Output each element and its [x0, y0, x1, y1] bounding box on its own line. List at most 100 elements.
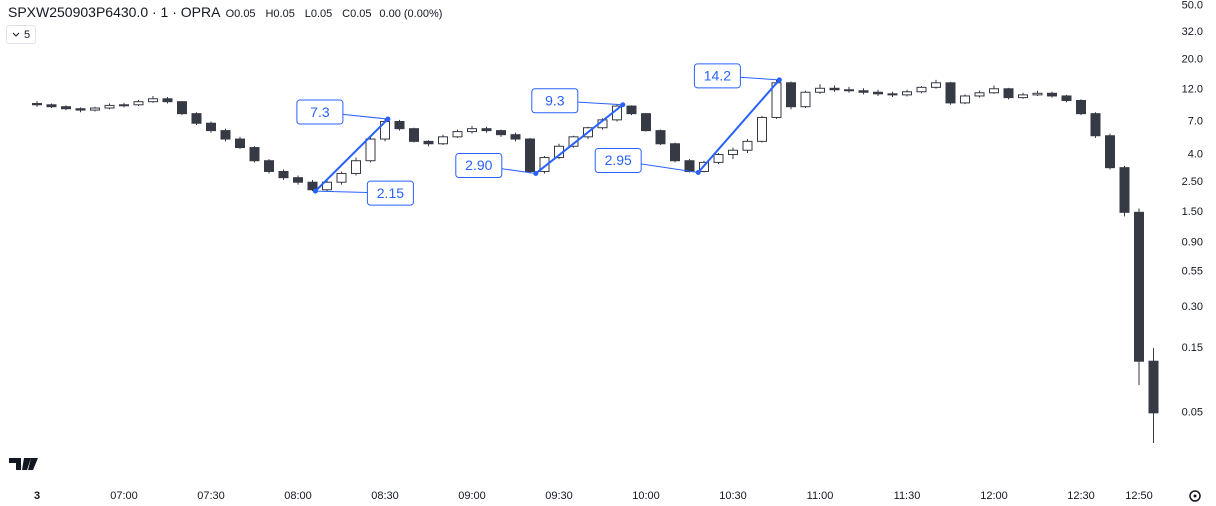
y-tick-label: 0.90: [1182, 236, 1203, 248]
candle-body: [177, 101, 187, 115]
callout-box: [531, 88, 579, 114]
candle-body: [525, 138, 535, 172]
candle-body: [133, 101, 144, 106]
candle-body: [1061, 95, 1072, 101]
candle-body: [452, 131, 463, 138]
candle-body: [815, 87, 825, 93]
callout-label: 2.95: [605, 152, 632, 168]
candle-body: [1105, 135, 1115, 169]
candle-body: [220, 130, 231, 140]
x-tick-label: 11:30: [894, 490, 921, 502]
candle-body: [119, 104, 129, 107]
settings-icon: [1189, 490, 1201, 502]
candle-body: [786, 82, 796, 108]
x-tick-label: 11:00: [807, 490, 834, 502]
candle-body: [191, 113, 202, 124]
logo: [9, 458, 38, 470]
x-tick-label: 12:30: [1067, 490, 1095, 502]
callout-box: [693, 63, 741, 89]
candle-body: [945, 82, 956, 104]
candle-body: [887, 93, 898, 96]
x-tick-label: 10:00: [632, 490, 660, 502]
annotation-point: [776, 77, 782, 83]
ohlc-value: 0.05: [310, 8, 333, 20]
annotation-point: [385, 116, 391, 122]
x-tick-label: 12:50: [1125, 490, 1153, 502]
y-tick-label: 0.15: [1182, 342, 1203, 354]
candle-body: [351, 160, 361, 174]
candle-body: [1090, 113, 1101, 137]
ohlc-label: L: [304, 8, 311, 20]
ohlc-value: 0.05: [273, 8, 295, 20]
candle-body: [336, 172, 347, 183]
candle-body: [510, 134, 521, 140]
candle-body: [148, 98, 158, 103]
annotation-point: [312, 188, 318, 194]
candle-body: [162, 98, 173, 103]
annotation-point: [695, 169, 701, 175]
callout-label: 2.15: [377, 185, 404, 201]
ohlc-value: 0.05: [350, 8, 372, 20]
change: 0.00 (0.00%): [379, 8, 443, 20]
candle-body: [916, 86, 927, 93]
interval-button[interactable]: 5: [6, 25, 36, 44]
candle-body: [423, 140, 434, 145]
candle-body: [844, 89, 854, 92]
annotation-point: [620, 102, 626, 108]
candle-body: [61, 106, 71, 110]
ohlc-label: O: [225, 8, 235, 20]
settings-icon-dot: [1193, 494, 1197, 498]
trend-arrow: [697, 79, 781, 174]
candle-body: [757, 116, 767, 142]
candle-body: [858, 90, 869, 93]
candle-body: [365, 138, 376, 162]
candle-body: [539, 157, 550, 172]
y-tick-label: 4.0: [1188, 148, 1203, 160]
candle-body: [684, 160, 695, 172]
candle-body: [989, 88, 999, 94]
candle-body: [960, 95, 970, 104]
candle-body: [568, 136, 579, 147]
candle-body: [104, 104, 115, 109]
candle-body: [46, 104, 57, 108]
candle-body: [206, 122, 216, 132]
y-tick-label: 12.0: [1182, 84, 1203, 96]
candle-body: [278, 170, 289, 179]
candle-body: [322, 181, 332, 191]
candle-body: [467, 128, 477, 133]
y-tick-label: 2.50: [1182, 176, 1203, 188]
y-tick-label: 7.0: [1188, 115, 1203, 127]
candle-body: [728, 149, 738, 156]
x-tick-label: 09:00: [458, 490, 486, 502]
chevron: [12, 32, 20, 37]
candle-body: [800, 91, 811, 108]
candle-body: [496, 130, 506, 136]
trend-arrow: [535, 103, 624, 175]
candle-body: [670, 143, 680, 162]
candle-body: [438, 136, 448, 145]
candle-body: [1003, 88, 1014, 99]
candle-body: [1119, 167, 1130, 213]
candle-body: [307, 181, 318, 191]
x-tick-label: 10:30: [719, 490, 747, 502]
candle-body: [974, 92, 985, 97]
y-tick-label: 0.05: [1182, 407, 1203, 419]
candle-body: [75, 108, 86, 111]
callout-label: 9.3: [545, 92, 565, 108]
candle-body: [235, 138, 245, 149]
candle-body: [713, 154, 724, 163]
callout-box: [455, 152, 503, 178]
x-tick-label: 07:30: [197, 490, 225, 502]
candle-body: [902, 91, 912, 96]
candle-body: [90, 107, 100, 111]
legend-header: SPXW250903P6430.0 · 1 · OPRA O0.05 H0.05…: [8, 4, 446, 20]
candle-body: [873, 91, 883, 95]
candle-body: [1032, 92, 1043, 96]
candle-body: [264, 160, 274, 172]
trend-arrow: [314, 118, 389, 192]
x-tick-label: 3: [34, 490, 40, 502]
y-tick-label: 1.50: [1182, 206, 1203, 218]
y-tick-label: 20.0: [1182, 54, 1203, 66]
